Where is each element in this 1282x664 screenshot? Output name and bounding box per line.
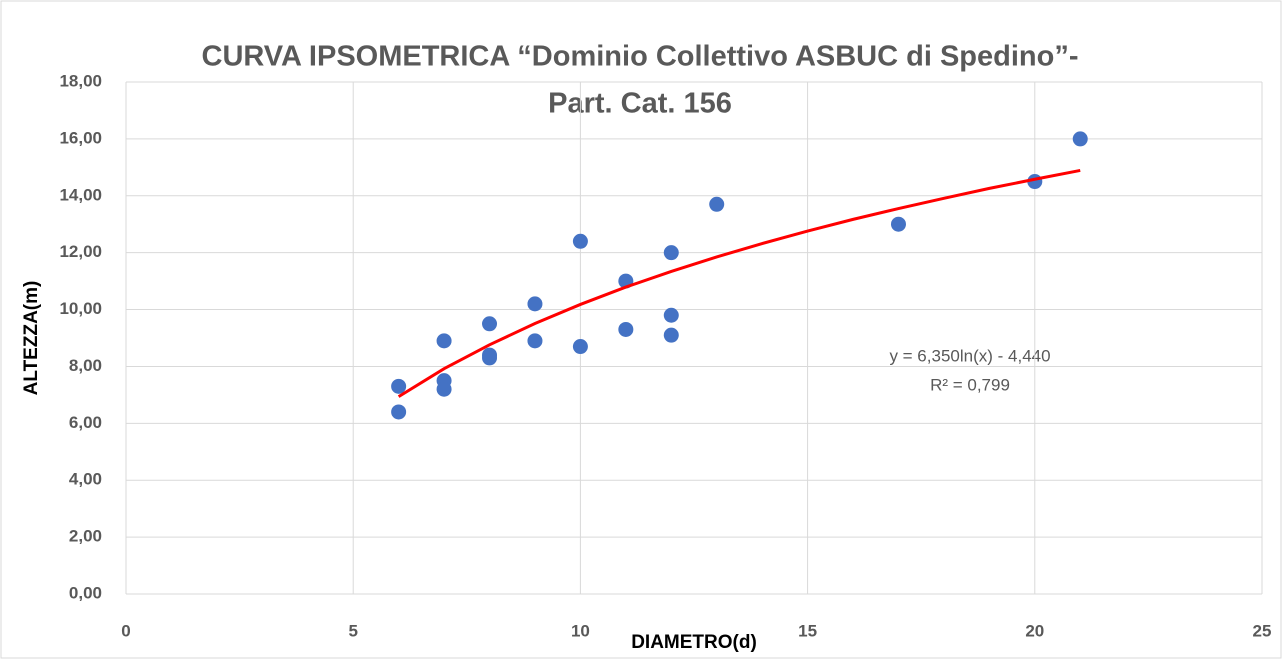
y-axis-label: ALTEZZA(m) [21,281,42,396]
y-tick-label: 6,00 [69,413,102,432]
scatter-point [391,378,407,394]
y-tick-label: 0,00 [69,583,102,602]
scatter-point [572,233,588,249]
annotation: y = 6,350ln(x) - 4,440 [889,346,1050,365]
y-tick-label: 10,00 [59,299,102,318]
y-tick-label: 2,00 [69,527,102,546]
scatter-point [663,307,679,323]
chart-title: Part. Cat. 156 [548,88,732,120]
y-tick-label: 4,00 [69,470,102,489]
scatter-point [527,296,543,312]
x-tick-label: 0 [121,621,130,640]
x-tick-label: 10 [571,621,590,640]
y-tick-label: 14,00 [59,185,102,204]
scatter-point [436,381,452,397]
scatter-point [890,216,906,232]
y-tick-label: 12,00 [59,242,102,261]
y-tick-label: 18,00 [59,71,102,90]
trendline [397,168,1081,398]
chart-title: CURVA IPSOMETRICA “Dominio Collettivo AS… [202,41,1079,73]
scatter-point [527,333,543,349]
scatter-point [436,333,452,349]
scatter-point [572,339,588,355]
annotation: R² = 0,799 [930,375,1010,394]
scatter-point [482,316,498,332]
scatter-point [618,321,634,337]
x-tick-label: 20 [1025,621,1044,640]
scatter-point [391,404,407,420]
x-tick-label: 15 [798,621,817,640]
x-tick-label: 25 [1253,621,1272,640]
scatter-point [663,245,679,261]
x-axis-label: DIAMETRO(d) [631,632,757,653]
y-tick-label: 16,00 [59,128,102,147]
scatter-point [1072,131,1088,147]
y-tick-label: 8,00 [69,356,102,375]
scatter-point [663,327,679,343]
scatter-point [709,196,725,212]
scatter-point [482,350,498,366]
x-tick-label: 5 [348,621,357,640]
